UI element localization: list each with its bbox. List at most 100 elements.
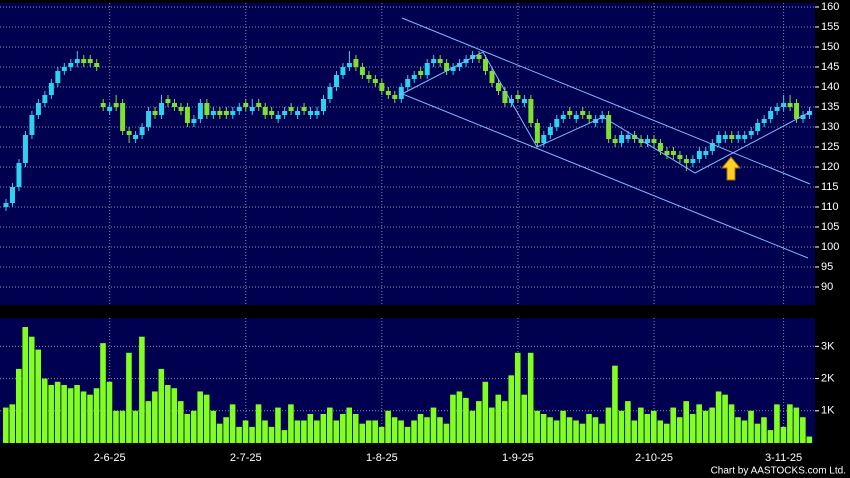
volume-bar [385, 410, 391, 443]
candle-body [9, 187, 15, 203]
volume-bar [560, 410, 566, 443]
volume-bar [80, 391, 87, 443]
candle-body [418, 71, 424, 75]
candle-body [483, 59, 489, 71]
y-tick-label: 150 [821, 41, 839, 53]
candle-body [359, 67, 365, 75]
candle-body [295, 111, 301, 115]
candle-body [100, 103, 106, 107]
candle-body [703, 151, 709, 155]
candle-body [508, 99, 514, 103]
candle-body [619, 135, 625, 143]
volume-bar [793, 407, 800, 443]
y-tick-label: 115 [821, 181, 839, 193]
price-panel [0, 3, 815, 305]
volume-bar [437, 417, 443, 443]
volume-bar [566, 417, 573, 443]
candle-body [139, 127, 145, 135]
candle-body [61, 67, 67, 71]
trend-lines [399, 17, 811, 259]
volume-bar [800, 417, 806, 443]
volume-bar [139, 336, 145, 443]
volume-bar [184, 414, 191, 443]
volume-bar [547, 417, 553, 443]
volume-bar [74, 385, 80, 443]
volume-bar [696, 404, 702, 443]
volume-bar [398, 420, 404, 443]
candle-body [502, 91, 508, 103]
volume-bar [534, 410, 540, 443]
candle-body [560, 115, 566, 119]
candle-body [340, 67, 346, 75]
candle-body [236, 107, 242, 111]
y-tick-label: 100 [821, 241, 839, 253]
volume-bar [715, 391, 722, 443]
candle-body [29, 115, 35, 135]
candle-body [74, 59, 80, 63]
y-tick-label: 1K [821, 405, 835, 417]
candle-body [133, 135, 139, 139]
candle-body [690, 159, 696, 163]
candle-body [269, 111, 275, 115]
volume-bar [540, 414, 547, 443]
volume-bar [476, 401, 482, 443]
volume-bar [61, 385, 67, 443]
candle-body [645, 139, 651, 143]
volume-bar [314, 420, 320, 443]
volume-bar [126, 352, 132, 443]
volume-bar [165, 385, 171, 443]
volume-bar [709, 407, 715, 443]
volume-bar [404, 426, 411, 443]
candle-body [755, 123, 761, 131]
candle-body [722, 135, 728, 139]
candle-body [411, 75, 417, 79]
y-tick-label: 155 [821, 21, 839, 33]
volume-bar [365, 420, 372, 443]
volume-bar [586, 414, 592, 443]
volume-bar [573, 420, 579, 443]
candle-body [346, 63, 352, 67]
volume-bar [190, 410, 197, 443]
volume-bar [171, 388, 178, 443]
candle-body [424, 63, 430, 75]
volume-bar [132, 410, 139, 443]
candle-body [81, 59, 87, 63]
candle-body [716, 135, 722, 143]
volume-bar [638, 407, 644, 443]
candle-body [547, 127, 553, 135]
grid [0, 3, 815, 443]
volume-bar [592, 417, 599, 443]
volume-bar [119, 410, 126, 443]
candle-body [800, 115, 806, 119]
volume-bar [761, 417, 767, 443]
volume-bar [275, 407, 281, 443]
y-tick-label: 3K [821, 340, 835, 352]
volume-bar [430, 407, 437, 443]
candle-body [282, 111, 288, 115]
volume-bar [15, 368, 22, 443]
candle-body [22, 135, 28, 163]
volume-bar [372, 420, 378, 443]
volume-bar [702, 410, 709, 443]
volume-bar [735, 417, 741, 443]
y-tick-label: 120 [821, 161, 839, 173]
candle-body [165, 99, 171, 103]
candle-body [262, 107, 268, 115]
x-tick-label: 2-6-25 [94, 452, 126, 464]
volume-bar [210, 410, 216, 443]
volume-bar [774, 404, 780, 443]
candle-body [444, 63, 450, 71]
volume-bar [145, 401, 152, 443]
volume-bar [9, 404, 16, 443]
candle-body [748, 131, 754, 135]
candle-body [366, 75, 372, 79]
volume-bar [618, 410, 625, 443]
y-tick-label: 110 [821, 201, 839, 213]
volume-bar [67, 388, 74, 443]
candle-body [534, 123, 540, 143]
candle-body [405, 79, 411, 87]
volume-bar [301, 420, 307, 443]
candle-body [450, 67, 456, 71]
volume-bar [197, 391, 203, 443]
